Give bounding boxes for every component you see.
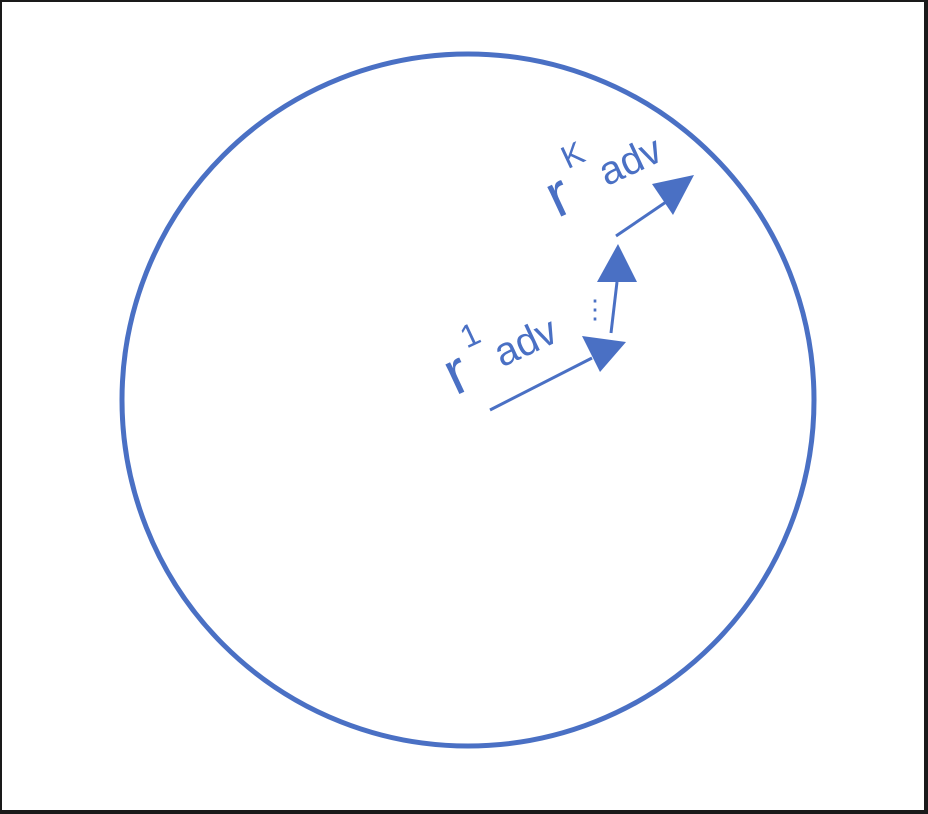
- label-r1-adv: r 1 adv: [427, 285, 569, 408]
- label-r1-sub: adv: [487, 309, 564, 376]
- ellipsis-dots: ⋮: [582, 294, 608, 324]
- label-r1-sup: 1: [454, 315, 485, 355]
- label-rk-sup: K: [555, 134, 590, 176]
